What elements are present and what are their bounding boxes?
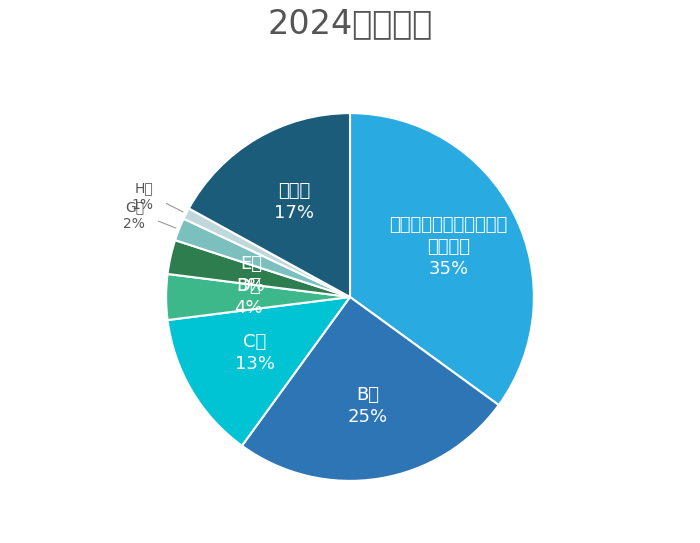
Text: C社
13%: C社 13% — [235, 333, 275, 373]
Wedge shape — [167, 240, 350, 297]
Wedge shape — [167, 297, 350, 446]
Text: E社
3%: E社 3% — [237, 255, 265, 295]
Wedge shape — [175, 219, 350, 297]
Text: H社
1%: H社 1% — [132, 181, 153, 212]
Text: D社
4%: D社 4% — [234, 277, 263, 317]
Text: その他
17%: その他 17% — [274, 182, 314, 222]
Title: 2024年度予想: 2024年度予想 — [267, 7, 433, 40]
Wedge shape — [350, 113, 534, 405]
Wedge shape — [242, 297, 499, 481]
Text: B社
25%: B社 25% — [347, 386, 387, 426]
Wedge shape — [189, 113, 350, 297]
Text: マジックソフトウェア・
ジャパン
35%: マジックソフトウェア・ ジャパン 35% — [389, 216, 508, 278]
Wedge shape — [166, 274, 350, 320]
Wedge shape — [183, 209, 350, 297]
Text: G社
2%: G社 2% — [123, 200, 145, 231]
